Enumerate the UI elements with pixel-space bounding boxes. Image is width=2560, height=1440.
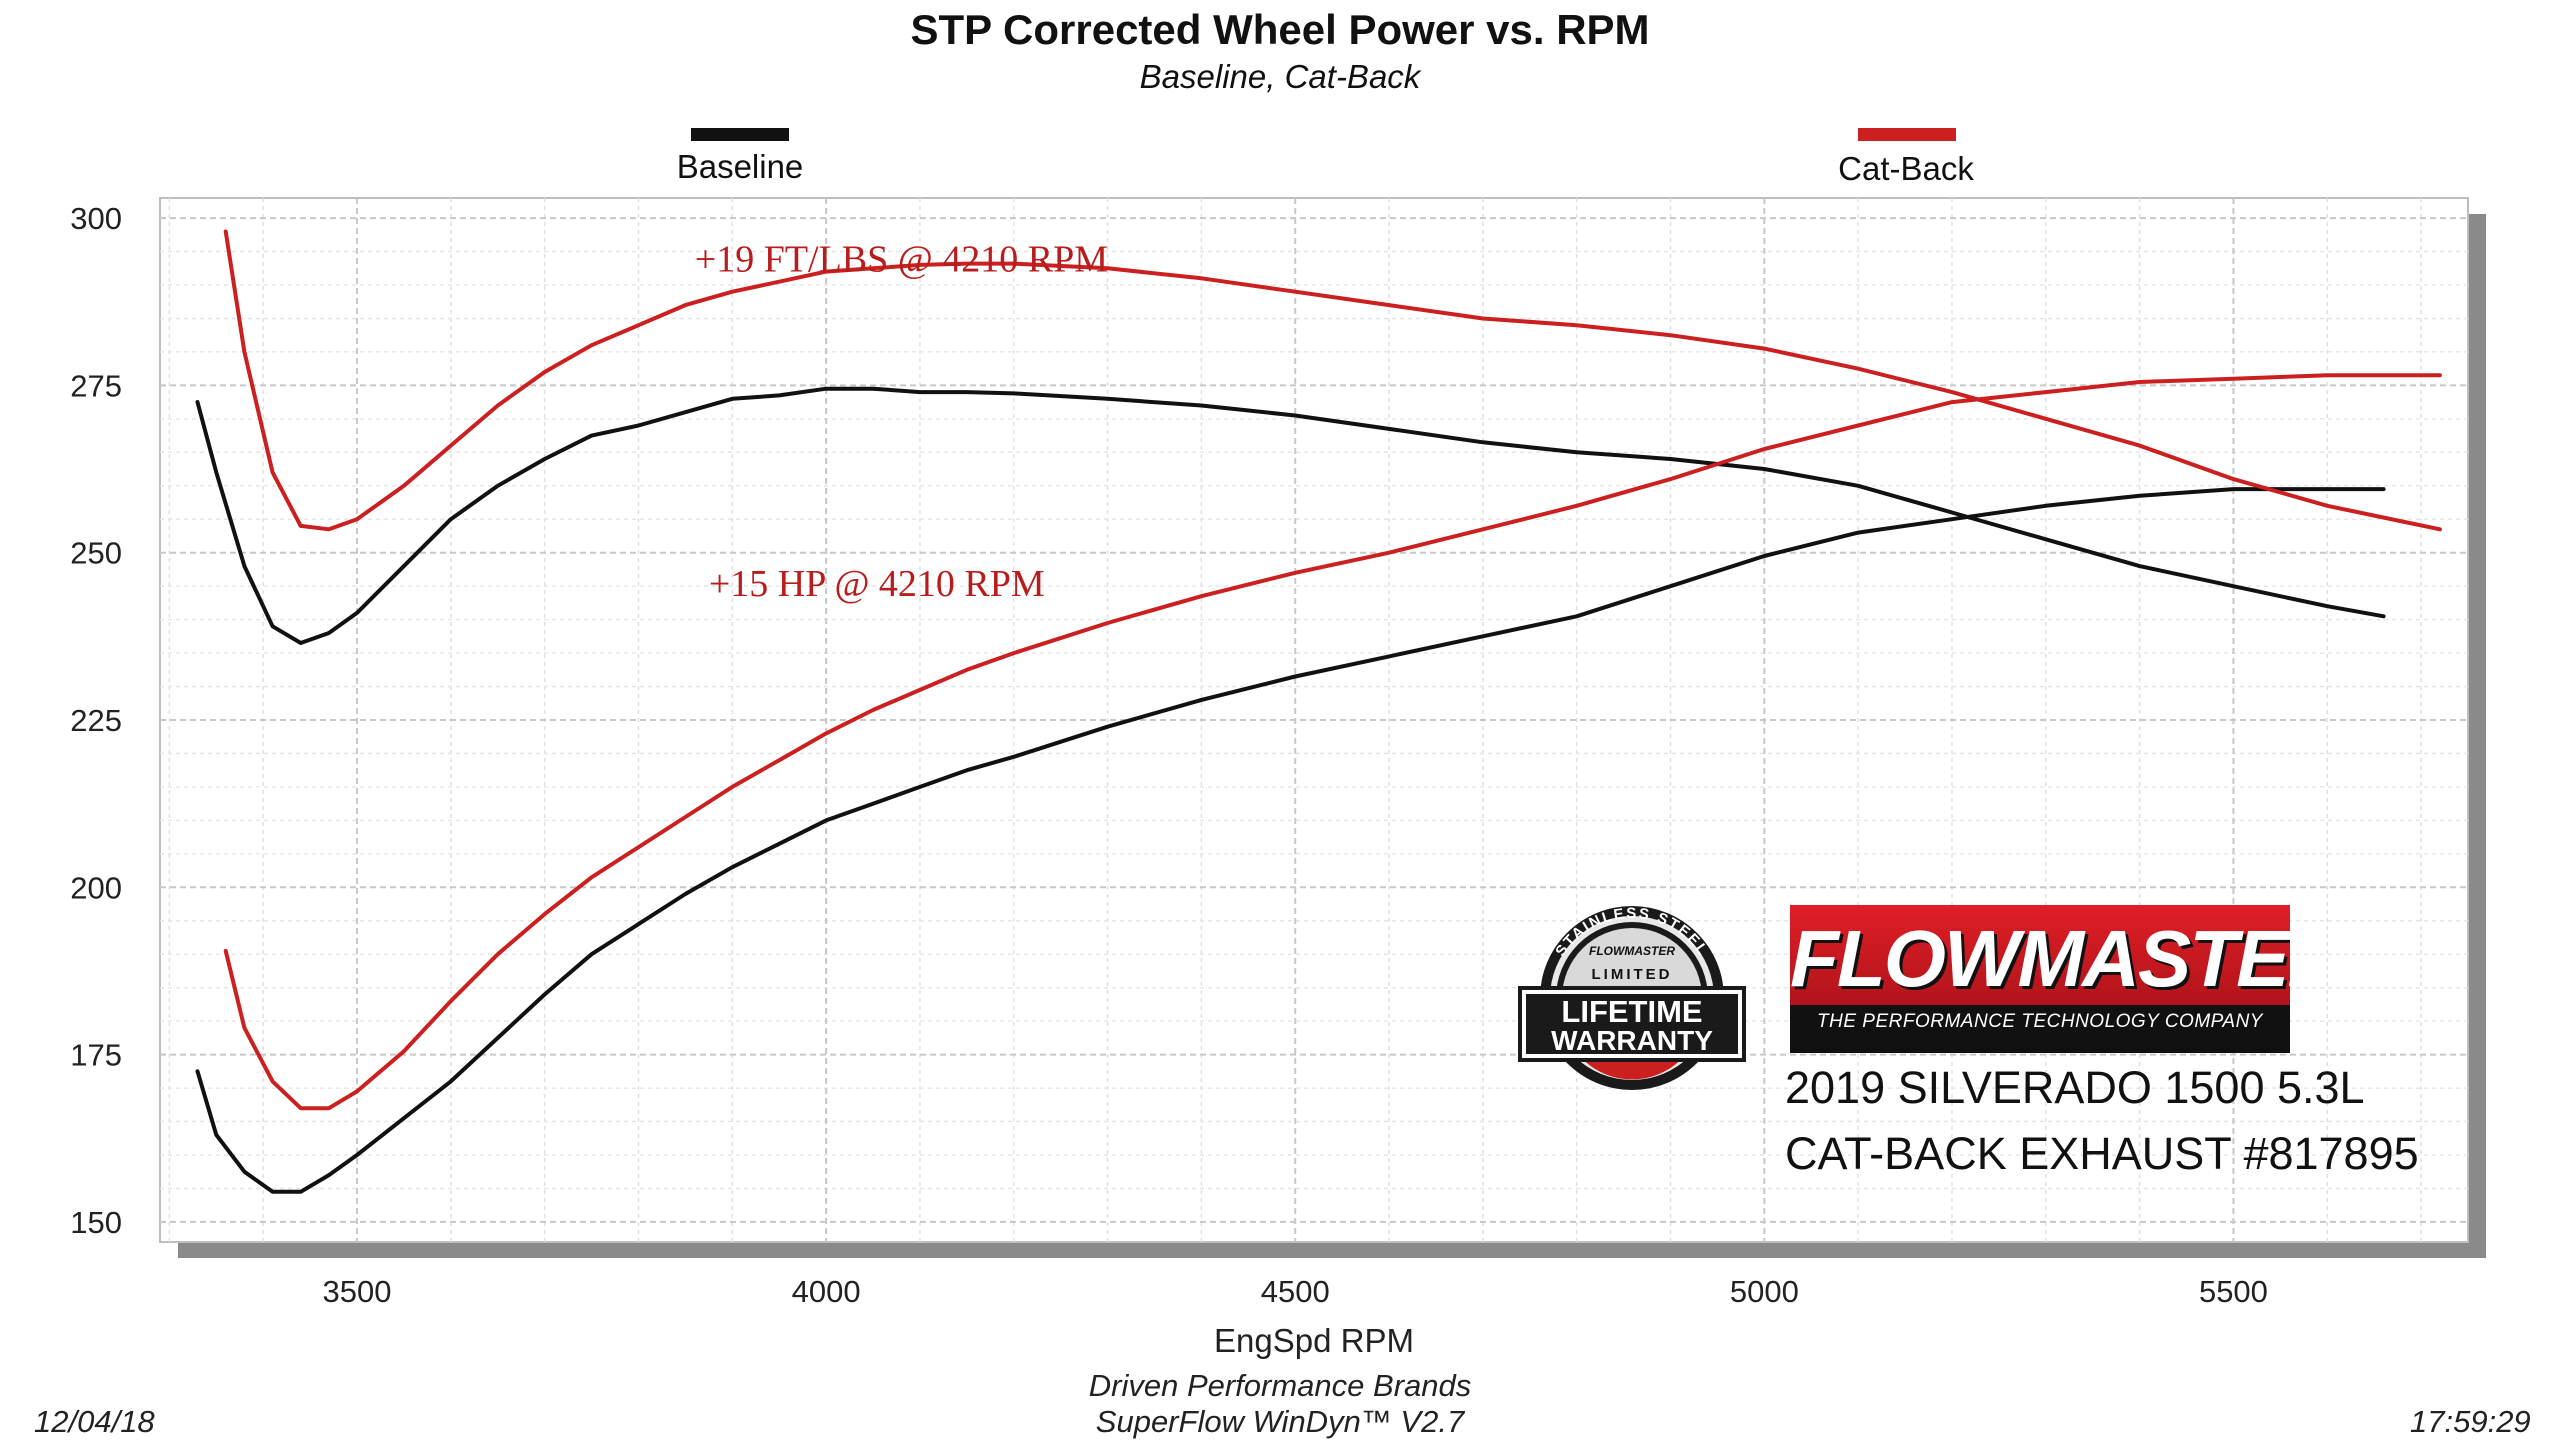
- badge-lifetime-text: LIFETIME: [1561, 994, 1702, 1029]
- annotation-torque-gain: +19 FT/LBS @ 4210 RPM: [695, 239, 1108, 281]
- legend-swatch-cat-back: [1858, 128, 1956, 141]
- x-tick-label: 3500: [323, 1274, 392, 1309]
- x-tick-label: 4000: [792, 1274, 861, 1309]
- series-line-baseline-horsepower: [195, 487, 2386, 1194]
- series-line-cat-back-horsepower: [223, 373, 2442, 1111]
- chart-subtitle: Baseline, Cat-Back: [1139, 58, 1421, 95]
- series-line-cat-back-torque: [223, 229, 2442, 532]
- x-tick-label: 4500: [1261, 1274, 1330, 1309]
- legend-label-cat-back: Cat-Back: [1838, 150, 1974, 187]
- y-tick-label: 175: [70, 1038, 122, 1073]
- series-line-baseline-torque: [195, 386, 2386, 645]
- logo-tagline: THE PERFORMANCE TECHNOLOGY COMPANY: [1817, 1011, 2263, 1032]
- warranty-badge: STAINLESS STEEL FLOWMASTER LIMITED LIFET…: [1518, 905, 1746, 1090]
- x-tick-label: 5500: [2199, 1274, 2268, 1309]
- logo-wordmark: FLOWMASTER: [1790, 914, 2290, 1003]
- chart-title: STP Corrected Wheel Power vs. RPM: [910, 6, 1650, 53]
- y-tick-label: 150: [70, 1205, 122, 1240]
- vehicle-model: 2019 SILVERADO 1500 5.3L: [1785, 1062, 2365, 1113]
- footer-time: 17:59:29: [2410, 1404, 2531, 1439]
- legend-label-baseline: Baseline: [676, 148, 804, 185]
- y-tick-label: 225: [70, 703, 122, 738]
- footer-company: Driven Performance Brands: [1088, 1368, 1472, 1403]
- annotation-hp-gain: +15 HP @ 4210 RPM: [709, 563, 1045, 605]
- y-tick-label: 275: [70, 368, 122, 403]
- y-tick-label: 250: [70, 536, 122, 571]
- badge-limited-text: LIMITED: [1592, 966, 1673, 983]
- legend-swatch-baseline: [691, 128, 789, 141]
- x-axis-label: EngSpd RPM: [1214, 1322, 1414, 1359]
- footer-date: 12/04/18: [34, 1404, 155, 1439]
- badge-warranty-text: WARRANTY: [1551, 1025, 1713, 1056]
- footer-software: SuperFlow WinDyn™ V2.7: [1095, 1404, 1465, 1439]
- badge-brand-text: FLOWMASTER: [1589, 944, 1675, 958]
- y-tick-label: 200: [70, 870, 122, 905]
- flowmaster-logo: FLOWMASTER THE PERFORMANCE TECHNOLOGY CO…: [1790, 905, 2290, 1053]
- logo-red-band: [1790, 905, 2290, 1005]
- vehicle-part: CAT-BACK EXHAUST #817895: [1785, 1128, 2419, 1179]
- x-tick-label: 5000: [1730, 1274, 1799, 1309]
- y-tick-label: 300: [70, 201, 122, 236]
